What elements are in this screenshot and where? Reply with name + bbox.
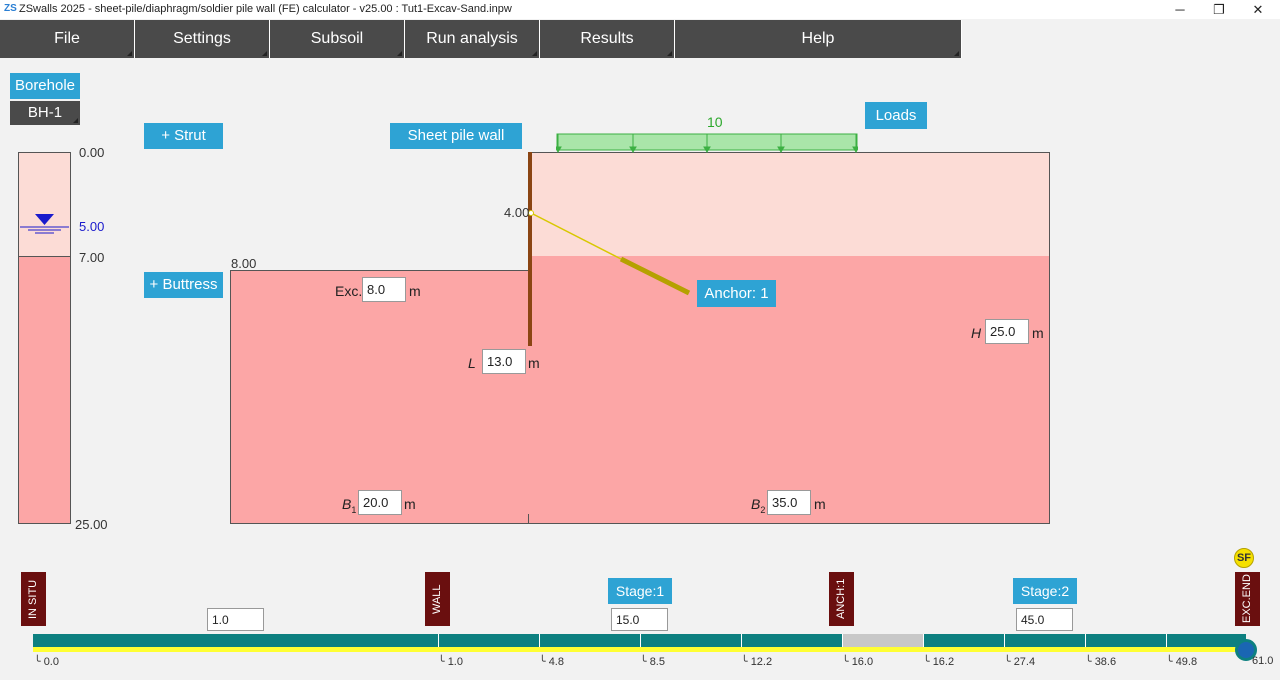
soil-upper-right[interactable] xyxy=(530,152,1050,256)
marker-exc-end[interactable]: EXC.END xyxy=(1235,572,1260,626)
menu-subsoil[interactable]: Subsoil xyxy=(270,20,405,58)
timeline-segment[interactable] xyxy=(741,634,842,647)
title-bar: ZS ZSwalls 2025 - sheet-pile/diaphragm/s… xyxy=(0,0,1280,19)
timeline-gap-segment[interactable] xyxy=(842,634,923,647)
menu-settings[interactable]: Settings xyxy=(135,20,270,58)
timeline-segment[interactable] xyxy=(640,634,741,647)
add-strut-button[interactable]: + Strut xyxy=(144,123,223,149)
borehole-upper-layer[interactable] xyxy=(18,152,71,256)
borehole-layer-boundary: 7.00 xyxy=(79,250,105,265)
b2-label: B2 xyxy=(751,496,766,515)
restore-icon[interactable]: ❐ xyxy=(1213,2,1225,17)
timeline-slider-handle[interactable] xyxy=(1235,639,1257,661)
b1-width-input[interactable] xyxy=(358,490,402,515)
timeline-tick: ╰ 49.8 xyxy=(1166,656,1198,668)
height-unit: m xyxy=(1032,325,1044,341)
timeline-field-1[interactable] xyxy=(207,608,264,631)
height-input[interactable] xyxy=(985,319,1029,344)
timeline-tick: ╰ 38.6 xyxy=(1085,656,1117,668)
wall-axis-tick xyxy=(528,514,529,524)
timeline-segment[interactable] xyxy=(438,634,539,647)
timeline-tick: ╰ 12.2 xyxy=(741,656,773,668)
timeline-field-3[interactable] xyxy=(1016,608,1073,631)
borehole-top-level: 0.00 xyxy=(79,145,105,160)
borehole-bottom-level: 25.00 xyxy=(75,517,108,532)
timeline-segment[interactable] xyxy=(1085,634,1166,647)
exc-depth-input[interactable] xyxy=(362,277,406,302)
anchor-button[interactable]: Anchor: 1 xyxy=(697,280,776,307)
close-icon[interactable]: ✕ xyxy=(1252,2,1264,17)
borehole-button[interactable]: Borehole xyxy=(10,73,80,99)
sheet-pile-wall-button[interactable]: Sheet pile wall xyxy=(390,123,522,149)
window-title: ZSwalls 2025 - sheet-pile/diaphragm/sold… xyxy=(19,3,512,15)
timeline-field-2[interactable] xyxy=(611,608,668,631)
distributed-load[interactable] xyxy=(556,133,858,153)
timeline-tick: 61.0 xyxy=(1252,655,1274,667)
app-icon: ZS xyxy=(4,3,17,14)
loads-button[interactable]: Loads xyxy=(865,102,927,129)
timeline-tick: ╰ 0.0 xyxy=(34,656,59,668)
b1-label: B1 xyxy=(342,496,357,515)
wall-length-unit: m xyxy=(528,355,540,371)
timeline-segment[interactable] xyxy=(923,634,1004,647)
b2-width-input[interactable] xyxy=(767,490,811,515)
timeline-segment[interactable] xyxy=(1166,634,1246,647)
menu-results[interactable]: Results xyxy=(540,20,675,58)
timeline-baseline xyxy=(33,647,1246,652)
anchor-level: 4.00 xyxy=(504,205,530,220)
b1-unit: m xyxy=(404,496,416,512)
timeline-tick: ╰ 16.2 xyxy=(923,656,955,668)
timeline-segment[interactable] xyxy=(539,634,640,647)
soil-lower-right[interactable] xyxy=(530,256,1050,524)
marker-in-situ[interactable]: IN SITU xyxy=(21,572,46,626)
sf-badge[interactable]: SF xyxy=(1234,548,1254,568)
marker-anchor[interactable]: ANCH:1 xyxy=(829,572,854,626)
soil-excavated-side[interactable] xyxy=(230,270,530,524)
timeline-tick: ╰ 1.0 xyxy=(438,656,463,668)
excavation-level: 8.00 xyxy=(231,256,257,271)
water-table-icon xyxy=(20,214,69,234)
marker-wall[interactable]: WALL xyxy=(425,572,450,626)
sheet-pile-wall[interactable] xyxy=(528,152,532,346)
stage1-button[interactable]: Stage:1 xyxy=(608,578,672,604)
load-value: 10 xyxy=(707,114,723,130)
menu-run-analysis[interactable]: Run analysis xyxy=(405,20,540,58)
borehole-select[interactable]: BH-1 xyxy=(10,101,80,125)
b2-unit: m xyxy=(814,496,826,512)
height-label: H xyxy=(971,325,982,341)
exc-label: Exc. xyxy=(335,283,363,299)
timeline-tick: ╰ 8.5 xyxy=(640,656,665,668)
timeline-segment[interactable] xyxy=(33,634,438,647)
menu-file[interactable]: File xyxy=(0,20,135,58)
wall-length-label: L xyxy=(468,355,476,371)
stage2-button[interactable]: Stage:2 xyxy=(1013,578,1077,604)
anchor[interactable] xyxy=(525,205,695,300)
borehole-lower-layer[interactable] xyxy=(18,256,71,524)
wall-length-input[interactable] xyxy=(482,349,526,374)
exc-unit: m xyxy=(409,283,421,299)
menu-help[interactable]: Help xyxy=(675,20,962,58)
minimize-icon[interactable]: ─ xyxy=(1175,2,1185,17)
timeline-tick: ╰ 4.8 xyxy=(539,656,564,668)
timeline-tick: ╰ 27.4 xyxy=(1004,656,1036,668)
timeline-tick: ╰ 16.0 xyxy=(842,656,874,668)
borehole-water-level: 5.00 xyxy=(79,219,105,234)
add-buttress-button[interactable]: + Buttress xyxy=(144,272,223,298)
timeline-segment[interactable] xyxy=(1004,634,1085,647)
